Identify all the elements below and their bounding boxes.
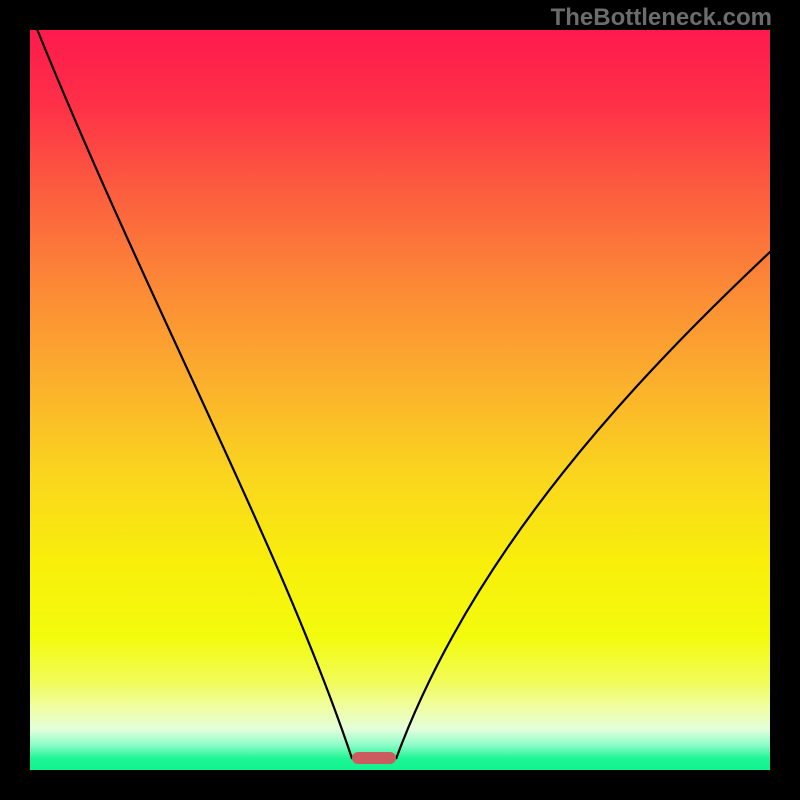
minimum-marker [352,752,396,765]
plot-area [30,30,770,770]
chart-canvas: TheBottleneck.com [0,0,800,800]
watermark-text: TheBottleneck.com [551,4,772,32]
bottleneck-curve [30,30,770,770]
